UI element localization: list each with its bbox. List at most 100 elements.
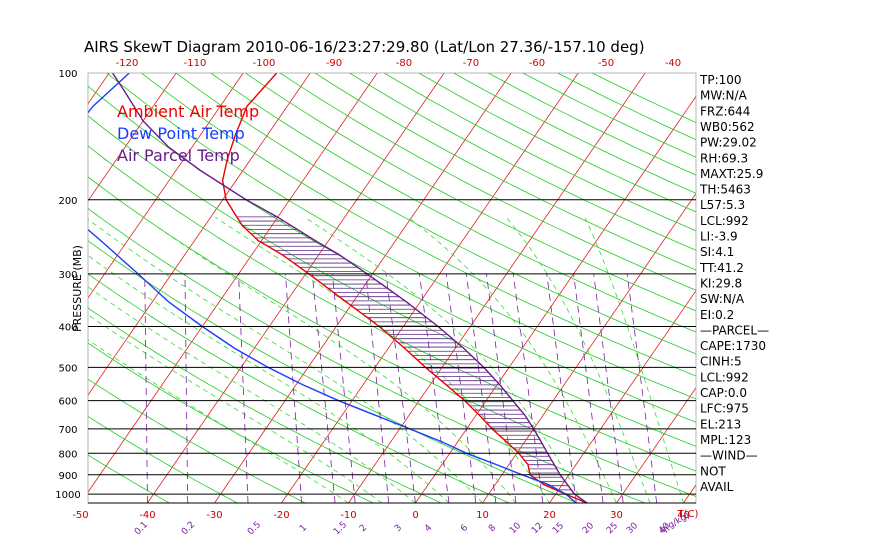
temp-tick-label: -20 xyxy=(273,510,289,521)
moist-adiabat-line xyxy=(505,216,651,503)
stability-index: AVAIL xyxy=(700,480,734,494)
mixing-ratio-line xyxy=(285,273,302,503)
moist-adiabat-line xyxy=(584,217,684,503)
mixing-ratio-line xyxy=(365,273,390,503)
legend-item-dew-point-temp: Dew Point Temp xyxy=(117,124,245,143)
mixing-ratio-line xyxy=(311,273,336,503)
ambient-air-temp-line xyxy=(221,73,588,503)
stability-index: TP:100 xyxy=(699,73,742,87)
pressure-tick-label: 800 xyxy=(58,449,77,460)
isotherm-line xyxy=(549,289,696,503)
dry-adiabat-line xyxy=(88,454,170,503)
stability-index: L57:5.3 xyxy=(700,198,745,212)
temp-tick-label: -10 xyxy=(340,510,356,521)
stability-index: LCL:992 xyxy=(700,370,749,384)
mixing-ratio-line xyxy=(238,273,249,503)
background-lines xyxy=(0,73,696,503)
top-temp-tick-label: -60 xyxy=(529,58,545,69)
mixing-ratio-line xyxy=(573,273,604,503)
temp-tick-label: -40 xyxy=(139,510,155,521)
legend-item-ambient-air-temp: Ambient Air Temp xyxy=(117,102,259,121)
mixing-ratio-tick-label: 6 xyxy=(459,523,470,534)
isotherm-line xyxy=(88,73,177,202)
mixing-ratio-line xyxy=(546,273,577,503)
mixing-ratio-tick-label: 3 xyxy=(393,523,404,534)
mixing-ratio-unit-label: q(g/kg) xyxy=(658,511,691,536)
isotherm-line xyxy=(147,73,445,503)
mixing-ratio-tick-label: 10 xyxy=(508,521,523,536)
stability-index: SW:N/A xyxy=(700,292,745,306)
temp-unit-label: T(C) xyxy=(677,509,699,520)
stability-index: PW:29.02 xyxy=(700,136,757,150)
isotherm-line xyxy=(616,387,696,503)
mixing-ratio-tick-label: 30 xyxy=(625,521,640,536)
isotherm-line xyxy=(88,73,244,299)
mixing-ratio-line xyxy=(486,273,517,503)
moist-adiabat-line xyxy=(88,218,483,503)
moist-adiabat-line xyxy=(88,314,383,503)
top-temp-tick-label: -80 xyxy=(396,58,412,69)
temp-tick-label: -30 xyxy=(206,510,222,521)
mixing-ratio-tick-label: 1.5 xyxy=(332,520,349,537)
dry-adiabat-line xyxy=(88,378,306,503)
isotherm-line xyxy=(0,73,42,503)
isotherm-line xyxy=(281,73,579,503)
mixing-ratio-line xyxy=(331,273,356,503)
pressure-tick-label: 700 xyxy=(58,425,77,436)
stability-index: WB0:562 xyxy=(700,120,755,134)
stability-index: MPL:123 xyxy=(700,433,751,447)
stability-index: NOT xyxy=(700,464,726,478)
stability-index: CAPE:1730 xyxy=(700,339,766,353)
dry-adiabat-line xyxy=(453,73,696,194)
dry-adiabat-line xyxy=(88,207,646,503)
pressure-tick-label: 900 xyxy=(58,471,77,482)
dry-adiabat-line xyxy=(106,73,696,400)
pressure-tick-label: 1000 xyxy=(55,490,80,501)
temp-tick-label: 0 xyxy=(412,510,418,521)
mixing-ratio-line xyxy=(465,273,497,503)
chart-title: AIRS SkewT Diagram 2010-06-16/23:27:29.8… xyxy=(84,38,645,56)
mixing-ratio-line xyxy=(144,273,148,503)
isotherm-line xyxy=(88,73,311,396)
mixing-ratio-tick-label: 0.2 xyxy=(180,520,197,537)
stability-index: TH:5463 xyxy=(699,183,751,197)
stability-index: RH:69.3 xyxy=(700,151,748,165)
pressure-tick-label: 300 xyxy=(58,270,77,281)
moist-adiabat-line xyxy=(88,255,450,503)
dry-adiabat-line xyxy=(88,240,578,503)
dry-adiabat-line xyxy=(175,73,696,355)
pressure-tick-label: 600 xyxy=(58,397,77,408)
mixing-ratio-tick-label: 1 xyxy=(298,523,309,534)
pressure-tick-label: 100 xyxy=(58,69,77,80)
isotherm-line xyxy=(88,73,110,105)
mixing-ratio-line xyxy=(385,273,416,503)
dry-adiabat-line xyxy=(88,145,696,472)
stability-index: CINH:5 xyxy=(700,355,742,369)
stability-index: EI:0.2 xyxy=(700,308,734,322)
temp-tick-label: 30 xyxy=(610,510,623,521)
stability-index: —WIND— xyxy=(700,449,758,463)
mixing-ratio-tick-label: 25 xyxy=(605,521,620,536)
dry-adiabat-line xyxy=(383,73,696,232)
temp-tick-label: 20 xyxy=(543,510,556,521)
dry-adiabat-line xyxy=(88,273,510,503)
dry-adiabat-line xyxy=(245,73,696,312)
top-temp-tick-label: -40 xyxy=(665,58,681,69)
isotherm-line xyxy=(88,73,378,493)
dry-adiabat-line xyxy=(141,73,696,377)
dry-adiabat-line xyxy=(210,73,696,333)
stability-index: MAXT:25.9 xyxy=(700,167,763,181)
y-axis-label: PRESSURE (MB) xyxy=(71,245,84,332)
moist-adiabat-line xyxy=(88,286,416,503)
legend: Ambient Air Temp Dew Point Temp Air Parc… xyxy=(117,102,259,165)
dry-adiabat-line xyxy=(88,342,374,503)
mixing-ratio-tick-label: 20 xyxy=(581,521,596,536)
mixing-ratio-line xyxy=(626,273,658,503)
mixing-ratio-line xyxy=(184,273,189,503)
isotherm-line xyxy=(415,95,696,503)
pressure-tick-label: 200 xyxy=(58,196,77,207)
stability-index: —PARCEL— xyxy=(700,323,769,337)
top-temp-tick-label: -90 xyxy=(326,58,342,69)
